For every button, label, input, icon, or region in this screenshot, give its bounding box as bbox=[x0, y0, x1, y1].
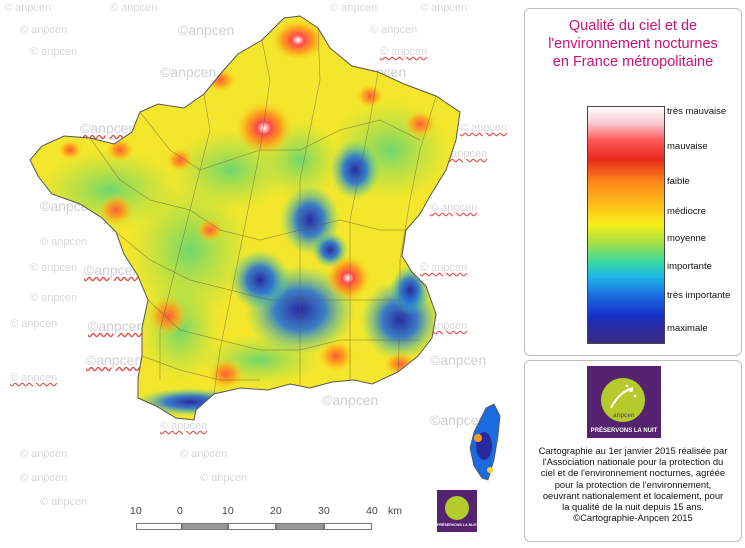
logo-tagline: PRÉSERVONS LA NUIT bbox=[590, 428, 658, 434]
scale-bar: 10 0 10 20 30 40 km bbox=[130, 505, 420, 535]
scale-tick: 10 bbox=[222, 505, 234, 517]
department-borders bbox=[89, 27, 437, 395]
star-swoosh-icon bbox=[610, 384, 637, 409]
legend-title-line: l'environnement nocturnes bbox=[548, 36, 718, 52]
credit-line: ciel et de l'environnement nocturnes, ag… bbox=[540, 467, 726, 479]
legend-panel: Qualité du ciel et de l'environnement no… bbox=[524, 8, 742, 356]
legend-title: Qualité du ciel et de l'environnement no… bbox=[525, 17, 741, 71]
scale-segment bbox=[136, 523, 182, 530]
scale-segment bbox=[182, 523, 228, 530]
credit-line: ©Cartographie-Anpcen 2015 bbox=[573, 512, 693, 524]
scale-segment bbox=[276, 523, 324, 530]
legend-label-faible: faible bbox=[667, 176, 690, 187]
legend-label-tres-mauvaise: très mauvaise bbox=[667, 106, 727, 117]
legend-label-importante: importante bbox=[667, 261, 712, 272]
scale-tick: 20 bbox=[270, 505, 282, 517]
mainland-france bbox=[30, 16, 460, 420]
legend-label-moyenne: moyenne bbox=[667, 233, 707, 244]
logo-wordmark: anpcen bbox=[613, 413, 635, 419]
anpcen-logo: anpcen PRÉSERVONS LA NUIT bbox=[587, 366, 661, 438]
legend-colorbar bbox=[587, 106, 665, 344]
scale-tick: 10 bbox=[130, 505, 142, 517]
legend-title-line: Qualité du ciel et de bbox=[568, 18, 698, 34]
legend-label-mediocre: médiocre bbox=[667, 206, 707, 217]
anpcen-small-logo: PRÉSERVONS LA NUIT bbox=[437, 490, 477, 532]
logo-circle-icon bbox=[601, 378, 645, 422]
credit-line: la qualité de la nuit depuis 15 ans. bbox=[562, 501, 704, 513]
logo-circle-icon bbox=[445, 496, 469, 520]
scale-segment bbox=[228, 523, 276, 530]
credit-line: pour la protection de l'environnement, bbox=[554, 478, 712, 490]
credit-text: Cartographie au 1er janvier 2015 réalisé… bbox=[529, 445, 737, 523]
small-logo-tagline: PRÉSERVONS LA NUIT bbox=[437, 523, 477, 527]
map-svg bbox=[29, 15, 501, 481]
legend-title-line: en France métropolitaine bbox=[552, 54, 714, 70]
scale-unit: km bbox=[388, 505, 402, 517]
legend-label-mauvaise: mauvaise bbox=[667, 141, 708, 152]
credit-line: Cartographie au 1er janvier 2015 réalisé… bbox=[538, 445, 728, 456]
france-night-quality-map bbox=[29, 15, 501, 481]
legend-label-tres-importante: très importante bbox=[667, 290, 731, 301]
scale-segment bbox=[324, 523, 372, 530]
corsica bbox=[469, 403, 501, 481]
scale-tick: 30 bbox=[318, 505, 330, 517]
scale-tick: 0 bbox=[177, 505, 183, 517]
scale-tick: 40 bbox=[366, 505, 378, 517]
credit-line: l'Association nationale pour la protecti… bbox=[542, 456, 724, 468]
info-panel: anpcen PRÉSERVONS LA NUIT Cartographie a… bbox=[524, 360, 742, 542]
legend-label-maximale: maximale bbox=[667, 323, 708, 334]
credit-line: oeuvrant nationalement et localement, po… bbox=[542, 489, 724, 501]
